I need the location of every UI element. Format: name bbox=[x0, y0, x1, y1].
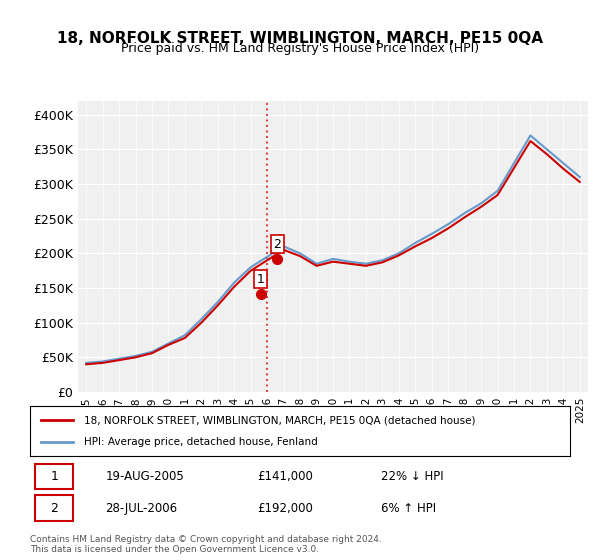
FancyBboxPatch shape bbox=[35, 464, 73, 489]
Text: 1: 1 bbox=[257, 273, 265, 286]
Text: 22% ↓ HPI: 22% ↓ HPI bbox=[381, 470, 443, 483]
FancyBboxPatch shape bbox=[35, 496, 73, 521]
Text: 2: 2 bbox=[273, 237, 281, 250]
Text: 1: 1 bbox=[50, 470, 58, 483]
Text: Price paid vs. HM Land Registry's House Price Index (HPI): Price paid vs. HM Land Registry's House … bbox=[121, 42, 479, 55]
Text: 2: 2 bbox=[50, 502, 58, 515]
Text: HPI: Average price, detached house, Fenland: HPI: Average price, detached house, Fenl… bbox=[84, 437, 318, 447]
Text: £141,000: £141,000 bbox=[257, 470, 313, 483]
Text: 18, NORFOLK STREET, WIMBLINGTON, MARCH, PE15 0QA (detached house): 18, NORFOLK STREET, WIMBLINGTON, MARCH, … bbox=[84, 415, 476, 425]
Text: £192,000: £192,000 bbox=[257, 502, 313, 515]
Text: 6% ↑ HPI: 6% ↑ HPI bbox=[381, 502, 436, 515]
Text: 28-JUL-2006: 28-JUL-2006 bbox=[106, 502, 178, 515]
Text: Contains HM Land Registry data © Crown copyright and database right 2024.
This d: Contains HM Land Registry data © Crown c… bbox=[30, 535, 382, 554]
Text: 18, NORFOLK STREET, WIMBLINGTON, MARCH, PE15 0QA: 18, NORFOLK STREET, WIMBLINGTON, MARCH, … bbox=[57, 31, 543, 46]
Text: 19-AUG-2005: 19-AUG-2005 bbox=[106, 470, 184, 483]
